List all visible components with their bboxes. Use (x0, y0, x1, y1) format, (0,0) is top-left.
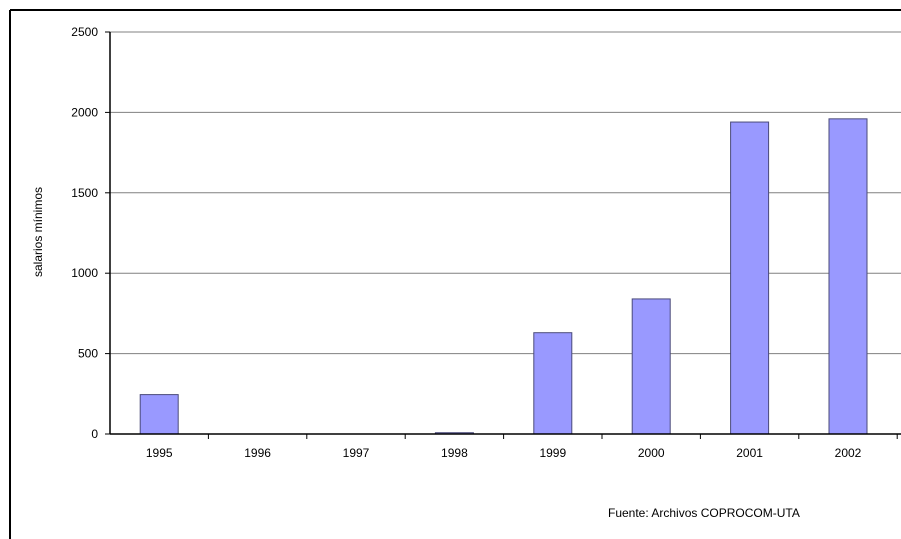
y-tick-label: 500 (78, 347, 98, 361)
bar-2000 (631, 298, 671, 435)
y-tick-label: 0 (91, 427, 98, 441)
y-tick-label: 1500 (71, 186, 98, 200)
bar-2001 (730, 121, 770, 435)
x-tick-label: 1997 (343, 446, 370, 460)
y-tick-label: 2000 (71, 105, 98, 119)
x-tick-label: 2000 (638, 446, 665, 460)
x-tick-label: 2002 (835, 446, 862, 460)
x-tick-labels: 1995 1996 1997 1998 1999 2000 2001 2002 (146, 434, 898, 460)
x-tick-label: 1998 (441, 446, 468, 460)
axes-group (109, 32, 901, 435)
y-tick-labels: 0 500 1000 1500 2000 2500 (71, 25, 110, 441)
bars-group (139, 118, 868, 435)
bar-2002 (828, 118, 868, 435)
source-note: Fuente: Archivos COPROCOM-UTA (608, 506, 800, 520)
bar-1999 (533, 332, 573, 435)
x-tick-label: 2001 (736, 446, 763, 460)
x-tick-label: 1999 (539, 446, 566, 460)
y-axis-label: salarios mínimos (31, 187, 45, 277)
gridlines (110, 31, 901, 355)
bar-1995 (139, 394, 179, 435)
y-tick-label: 1000 (71, 266, 98, 280)
x-tick-label: 1995 (146, 446, 173, 460)
x-tick-label: 1996 (244, 446, 271, 460)
y-tick-label: 2500 (71, 25, 98, 39)
